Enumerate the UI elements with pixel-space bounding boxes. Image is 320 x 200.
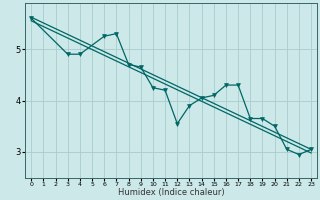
X-axis label: Humidex (Indice chaleur): Humidex (Indice chaleur) [118,188,225,197]
